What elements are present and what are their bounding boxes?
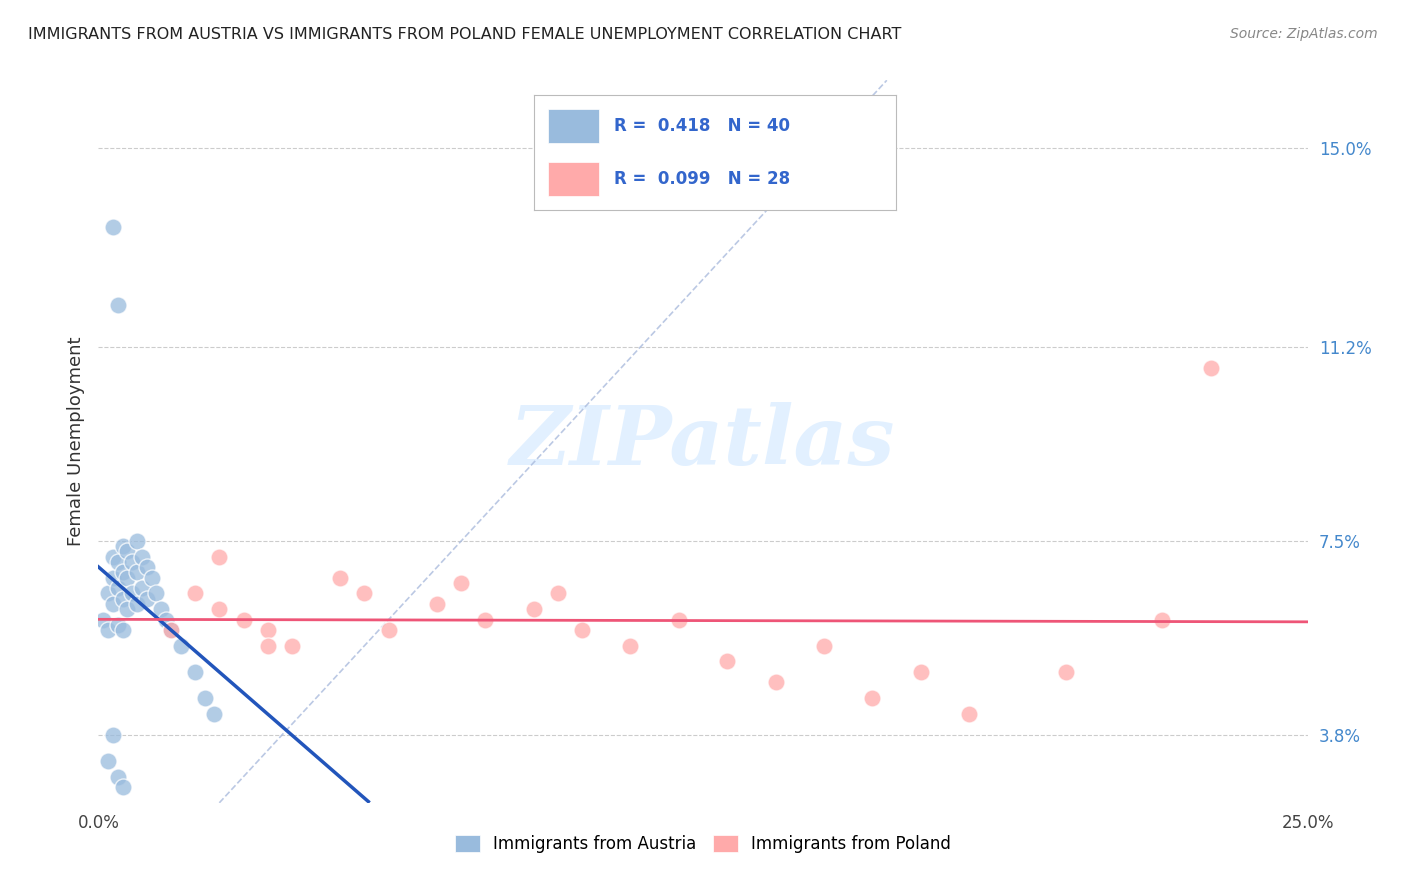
Point bbox=[281, 639, 304, 653]
Text: Source: ZipAtlas.com: Source: ZipAtlas.com bbox=[1230, 27, 1378, 41]
Point bbox=[194, 691, 217, 706]
Point bbox=[135, 591, 157, 606]
Point bbox=[155, 613, 177, 627]
Point bbox=[141, 571, 163, 585]
Point bbox=[204, 706, 226, 721]
Point bbox=[107, 298, 129, 312]
Point bbox=[860, 691, 883, 706]
Point bbox=[160, 623, 183, 637]
Point bbox=[329, 571, 352, 585]
Point bbox=[377, 623, 399, 637]
Point bbox=[131, 549, 153, 564]
Point bbox=[450, 575, 472, 590]
Point bbox=[107, 581, 129, 595]
Point bbox=[117, 602, 139, 616]
Point bbox=[111, 623, 134, 637]
Point bbox=[101, 571, 124, 585]
Point bbox=[208, 549, 231, 564]
Point bbox=[127, 597, 149, 611]
Point bbox=[111, 539, 134, 553]
Point bbox=[107, 617, 129, 632]
Point bbox=[716, 655, 738, 669]
Point bbox=[111, 780, 134, 794]
Point bbox=[101, 219, 124, 234]
Point bbox=[97, 754, 120, 768]
Point bbox=[1152, 613, 1174, 627]
Point bbox=[135, 560, 157, 574]
Point bbox=[208, 602, 231, 616]
Point bbox=[547, 586, 569, 600]
Point bbox=[111, 566, 134, 580]
Point bbox=[523, 602, 546, 616]
Point bbox=[353, 586, 375, 600]
Point bbox=[117, 571, 139, 585]
Point bbox=[765, 675, 787, 690]
Point bbox=[117, 544, 139, 558]
Point bbox=[97, 586, 120, 600]
Point bbox=[101, 728, 124, 742]
Point bbox=[256, 623, 278, 637]
Point bbox=[121, 555, 143, 569]
Point bbox=[813, 639, 835, 653]
Point bbox=[150, 602, 173, 616]
Text: ZIPatlas: ZIPatlas bbox=[510, 401, 896, 482]
Point bbox=[910, 665, 932, 679]
Point bbox=[619, 639, 641, 653]
Point bbox=[111, 591, 134, 606]
Point bbox=[169, 639, 191, 653]
Point bbox=[107, 770, 129, 784]
Point bbox=[1199, 361, 1222, 376]
Point bbox=[232, 613, 254, 627]
Point bbox=[474, 613, 496, 627]
Legend: Immigrants from Austria, Immigrants from Poland: Immigrants from Austria, Immigrants from… bbox=[449, 828, 957, 860]
Point bbox=[160, 623, 183, 637]
Point bbox=[91, 613, 114, 627]
Point bbox=[957, 706, 980, 721]
Point bbox=[668, 613, 690, 627]
Point bbox=[107, 555, 129, 569]
Point bbox=[101, 549, 124, 564]
Y-axis label: Female Unemployment: Female Unemployment bbox=[66, 337, 84, 546]
Point bbox=[571, 623, 593, 637]
Point bbox=[127, 566, 149, 580]
Point bbox=[101, 597, 124, 611]
Point bbox=[184, 586, 207, 600]
Point bbox=[97, 623, 120, 637]
Text: IMMIGRANTS FROM AUSTRIA VS IMMIGRANTS FROM POLAND FEMALE UNEMPLOYMENT CORRELATIO: IMMIGRANTS FROM AUSTRIA VS IMMIGRANTS FR… bbox=[28, 27, 901, 42]
Point bbox=[127, 534, 149, 549]
Point bbox=[426, 597, 449, 611]
Point bbox=[145, 586, 167, 600]
Point bbox=[121, 586, 143, 600]
Point bbox=[256, 639, 278, 653]
Point bbox=[184, 665, 207, 679]
Point bbox=[131, 581, 153, 595]
Point bbox=[1054, 665, 1077, 679]
